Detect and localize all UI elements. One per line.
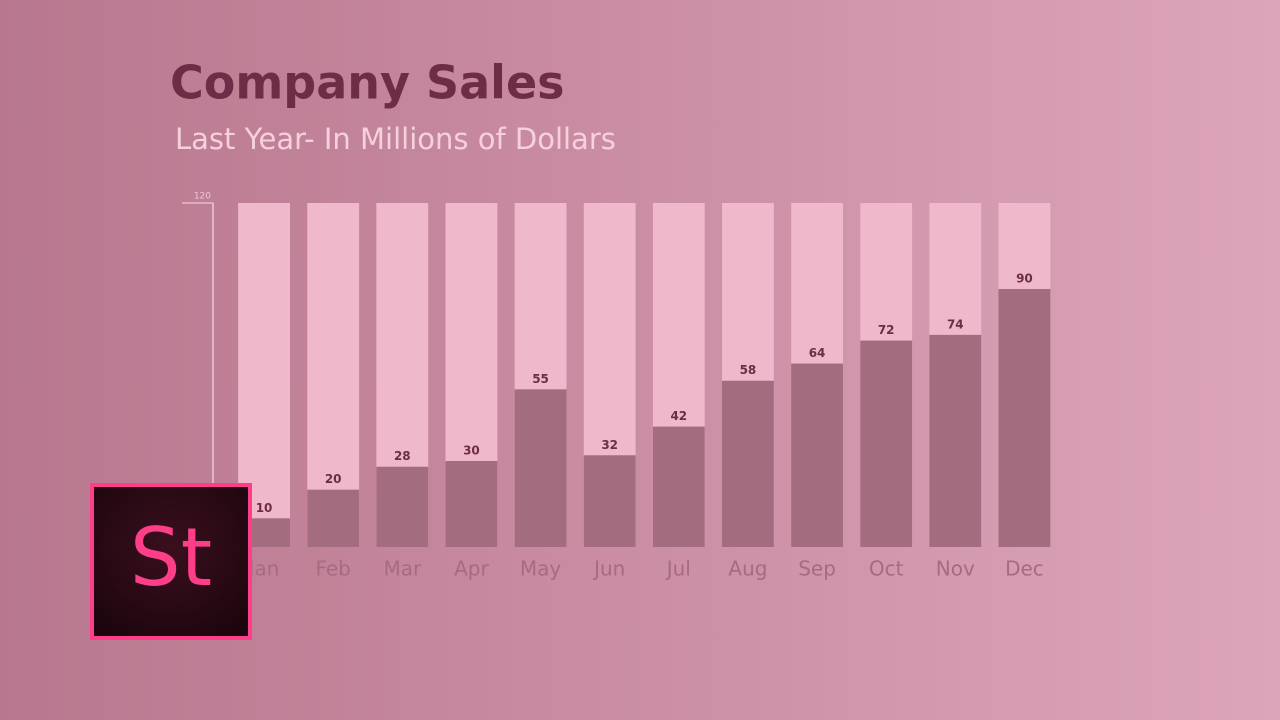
logo: St [90, 483, 252, 640]
x-tick-label: Aug [728, 557, 767, 581]
value-label: 32 [601, 438, 618, 452]
value-label: 28 [394, 449, 411, 463]
plot: 120 10 Jan 20 Feb 28 Mar 30 Apr 55 May 32 Jun 42 Jul 58… [182, 192, 1051, 581]
bar [791, 363, 843, 547]
value-label: 64 [809, 346, 826, 360]
x-tick-label: Dec [1005, 557, 1044, 581]
bar [307, 489, 360, 547]
bar [998, 289, 1051, 547]
bar [376, 466, 429, 547]
x-tick-label: Apr [454, 557, 489, 581]
value-label: 58 [740, 363, 757, 377]
x-tick-label: Feb [315, 557, 350, 581]
x-tick-label: Jun [592, 557, 625, 581]
x-tick-label: Oct [869, 557, 904, 581]
value-label: 90 [1016, 272, 1033, 286]
x-tick-label: May [520, 557, 562, 581]
bar [652, 426, 705, 547]
bar [722, 380, 774, 547]
value-label: 72 [878, 323, 895, 337]
x-tick-label: Sep [798, 557, 836, 581]
bar [860, 340, 913, 547]
chart-title: Company Sales [170, 56, 565, 110]
logo-text: St [130, 511, 212, 604]
x-tick-label: Mar [383, 557, 422, 581]
bar [929, 334, 982, 547]
value-label: 74 [947, 317, 964, 331]
bar [583, 455, 636, 547]
value-label: 20 [325, 472, 342, 486]
bar [445, 461, 498, 547]
value-label: 42 [670, 409, 687, 423]
value-label: 30 [463, 444, 480, 458]
value-label: 10 [256, 501, 273, 515]
x-tick-label: Jul [665, 557, 691, 581]
y-tick-label: 120 [194, 192, 211, 202]
x-tick-label: Jan [247, 557, 280, 581]
value-label: 55 [532, 372, 549, 386]
x-tick-label: Nov [936, 557, 975, 581]
chart-subtitle: Last Year- In Millions of Dollars [175, 122, 616, 156]
logo-box [90, 483, 252, 640]
bar [514, 389, 567, 547]
